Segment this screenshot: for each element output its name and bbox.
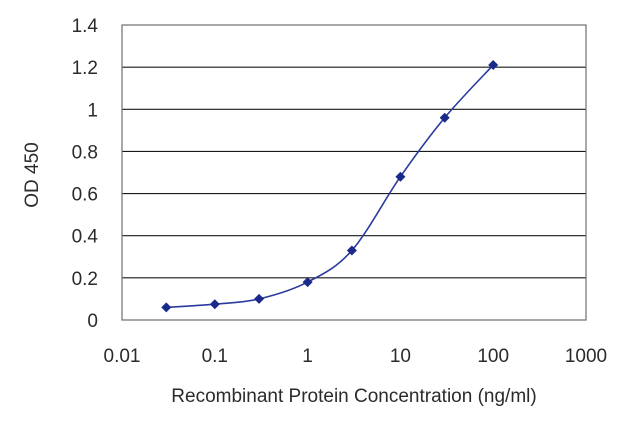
y-tick-label: 1.2 [72, 58, 98, 79]
x-tick-label: 1 [302, 346, 313, 367]
data-point [346, 245, 357, 256]
gridlines [122, 24, 586, 279]
x-tick-label: 100 [477, 346, 509, 367]
y-axis-tick-labels: 0 0.2 0.4 0.6 0.8 1 1.2 1.4 [72, 16, 99, 332]
y-tick-label: 0.6 [72, 185, 98, 206]
data-point [395, 171, 406, 182]
y-axis-label: OD 450 [22, 142, 43, 207]
data-point [439, 112, 450, 123]
data-point [302, 277, 313, 288]
y-tick-label: 0.8 [72, 142, 98, 163]
x-tick-label: 0.01 [104, 346, 141, 367]
data-point [209, 299, 220, 310]
data-point [254, 293, 265, 304]
x-axis-tick-labels: 0.01 0.1 1 10 100 1000 [104, 346, 608, 367]
y-tick-label: 0 [87, 311, 98, 332]
plot-area-frame [121, 24, 587, 321]
y-tick-label: 0.4 [72, 227, 99, 248]
y-tick-label: 0.2 [72, 269, 98, 290]
y-tick-label: 1 [87, 100, 98, 121]
series-layer [161, 60, 499, 313]
data-point [488, 60, 499, 71]
x-tick-label: 10 [390, 346, 411, 367]
series-line [166, 64, 494, 309]
x-tick-label: 1000 [565, 346, 607, 367]
data-point [161, 302, 172, 313]
x-axis-label: Recombinant Protein Concentration (ng/ml… [171, 386, 536, 407]
x-tick-label: 0.1 [202, 346, 228, 367]
y-tick-label: 1.4 [72, 16, 99, 37]
